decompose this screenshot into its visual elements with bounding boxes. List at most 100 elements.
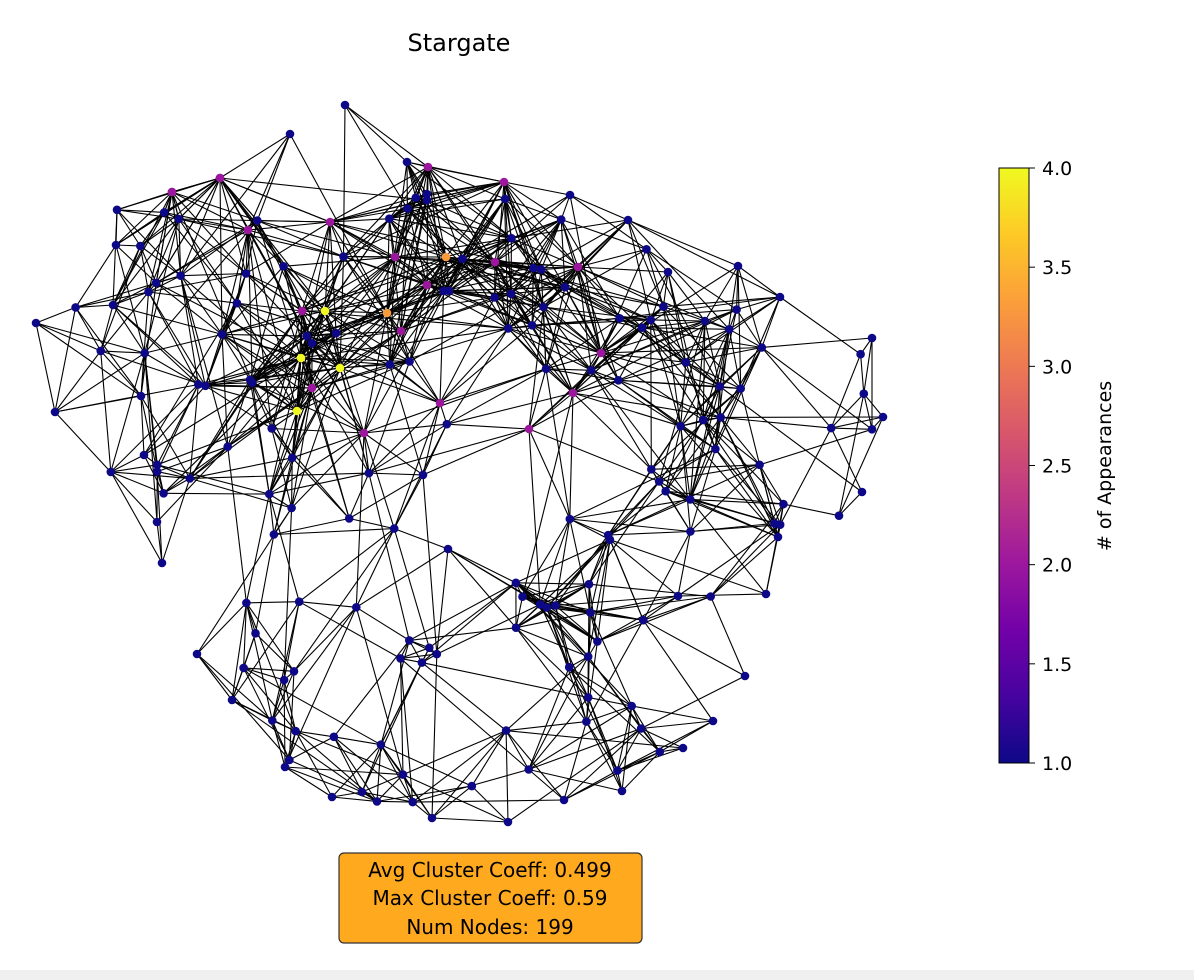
graph-edge [180, 177, 221, 276]
graph-edge [619, 296, 781, 319]
graph-edge [394, 193, 428, 258]
graph-edge [642, 595, 679, 621]
graph-edge [301, 258, 463, 312]
graph-node [583, 652, 593, 661]
graph-edge [112, 282, 157, 306]
graph-node [268, 716, 277, 725]
graph-edge [251, 342, 313, 384]
graph-edge [720, 417, 775, 524]
graph-edge [227, 446, 247, 603]
graph-edge [271, 335, 308, 429]
graph-edge [291, 457, 293, 509]
graph-node [775, 520, 785, 529]
graph-edge [528, 727, 642, 771]
graph-edge [288, 730, 297, 761]
graph-node [285, 129, 295, 139]
graph-edge [388, 218, 450, 292]
graph-node [112, 205, 122, 215]
graph-edge [356, 548, 449, 608]
graph-node [654, 477, 664, 486]
graph-edge [545, 317, 620, 370]
graph-edge [301, 310, 509, 329]
graph-edge [528, 697, 589, 770]
graph-edge [291, 457, 350, 519]
graph-edge [245, 273, 337, 334]
graph-edge [680, 425, 716, 450]
graph-edge [196, 653, 273, 721]
graph-edge [515, 582, 633, 707]
graph-edge [665, 490, 691, 532]
graph-edge [560, 219, 621, 319]
graph-node [740, 671, 750, 681]
graph-edge [650, 319, 705, 322]
graph-edge [737, 265, 781, 298]
graph-node [663, 267, 673, 277]
graph-node [536, 265, 546, 274]
graph-node [242, 598, 251, 608]
graph-edge [311, 367, 341, 389]
graph-edge [761, 347, 832, 429]
graph-edge [271, 720, 290, 761]
graph-edge [658, 481, 691, 500]
graph-node [587, 366, 596, 375]
graph-edge [689, 320, 706, 500]
graph-edge [389, 284, 428, 365]
graph-edge [110, 471, 190, 479]
graph-edge [546, 607, 589, 698]
graph-node [403, 204, 412, 213]
graph-edge [621, 751, 661, 792]
graph-node [269, 530, 279, 539]
graph-edge [219, 177, 326, 312]
graph-edge [590, 369, 691, 500]
graph-edge [35, 322, 101, 352]
graph-edge [646, 248, 737, 311]
graph-node [417, 658, 427, 667]
graph-edge [355, 432, 365, 608]
graph-edge [155, 220, 258, 284]
graph-edge [510, 219, 562, 295]
graph-node [31, 318, 41, 328]
graph-node [518, 592, 527, 601]
graph-edge [504, 198, 512, 239]
graph-node [716, 413, 725, 422]
graph-edge [335, 333, 341, 369]
graph-edge [838, 393, 865, 516]
graph-edge [110, 384, 199, 473]
graph-edge [400, 647, 430, 659]
graph-edge [494, 269, 542, 298]
graph-node [335, 363, 345, 373]
graph-edge [342, 104, 346, 257]
graph-node [427, 813, 437, 823]
graph-edge [779, 296, 861, 355]
graph-node [511, 578, 521, 588]
graph-edge [677, 531, 691, 597]
graph-edge [221, 229, 249, 335]
graph-edge [256, 220, 302, 359]
graph-edge [394, 256, 428, 286]
graph-edge [291, 343, 313, 458]
graph-edge [704, 320, 721, 387]
graph-edge [155, 282, 223, 335]
graph-edge [196, 602, 247, 655]
graph-edge [348, 474, 424, 519]
graph-edge [838, 416, 884, 516]
graph-edge [283, 265, 326, 312]
graph-node [551, 601, 560, 610]
graph-node [755, 460, 764, 470]
graph-edge [631, 705, 661, 753]
graph-edge [510, 293, 544, 308]
graph-edge [311, 256, 396, 344]
graph-edge [531, 324, 592, 371]
graph-edge [116, 209, 165, 213]
graph-node [139, 450, 149, 460]
graph-node [439, 286, 448, 296]
graph-edge [409, 258, 463, 362]
graph-edge [515, 627, 589, 698]
graph-edge [643, 619, 746, 677]
graph-edge [388, 218, 428, 286]
graph-edge [528, 705, 632, 770]
graph-edge [510, 293, 592, 371]
graph-edge [157, 464, 191, 479]
graph-edge [515, 582, 590, 585]
graph-edge [363, 368, 547, 434]
